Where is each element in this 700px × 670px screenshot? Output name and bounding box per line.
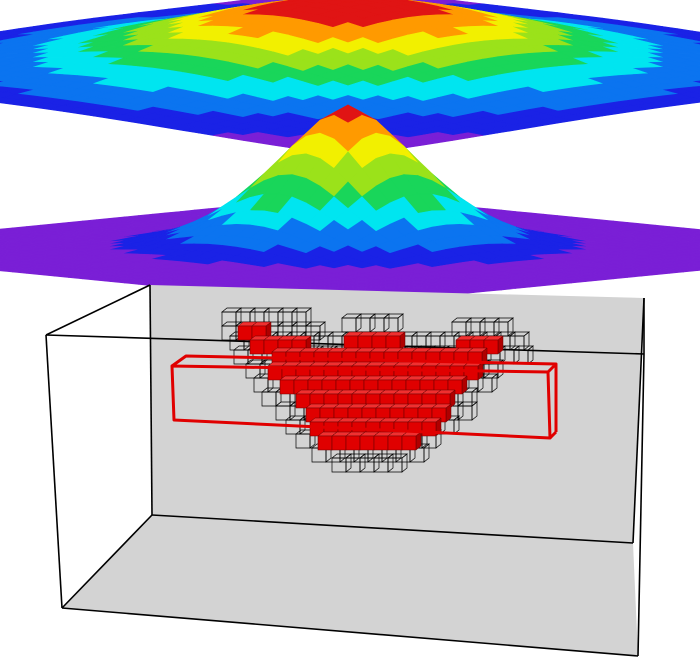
box-edge-front-left xyxy=(45,334,63,609)
outline-grid-cell xyxy=(457,401,478,421)
box-edge-left-top xyxy=(45,284,151,336)
highlight-bottom-edge xyxy=(548,430,558,440)
outline-grid-cell xyxy=(387,453,408,473)
box-edge-floor-left xyxy=(61,514,153,609)
filled-grid-cell xyxy=(483,335,504,355)
box-edge-front-bottom xyxy=(61,607,639,657)
upper-surface xyxy=(0,0,700,157)
highlight-top-face xyxy=(171,354,558,374)
box-edge-front-right xyxy=(637,353,645,657)
box-floor xyxy=(62,515,638,656)
highlight-region-box xyxy=(170,354,558,440)
filled-grid-cell xyxy=(385,331,406,351)
box-edge-back-bottom xyxy=(151,514,634,544)
box-edge-back-right xyxy=(632,297,645,544)
box-edge-back-left xyxy=(149,284,153,516)
filled-grid-cell xyxy=(447,375,468,395)
lower-surface xyxy=(0,104,700,306)
refined-grid-cells xyxy=(221,307,534,473)
filled-grid-cell xyxy=(401,431,422,451)
